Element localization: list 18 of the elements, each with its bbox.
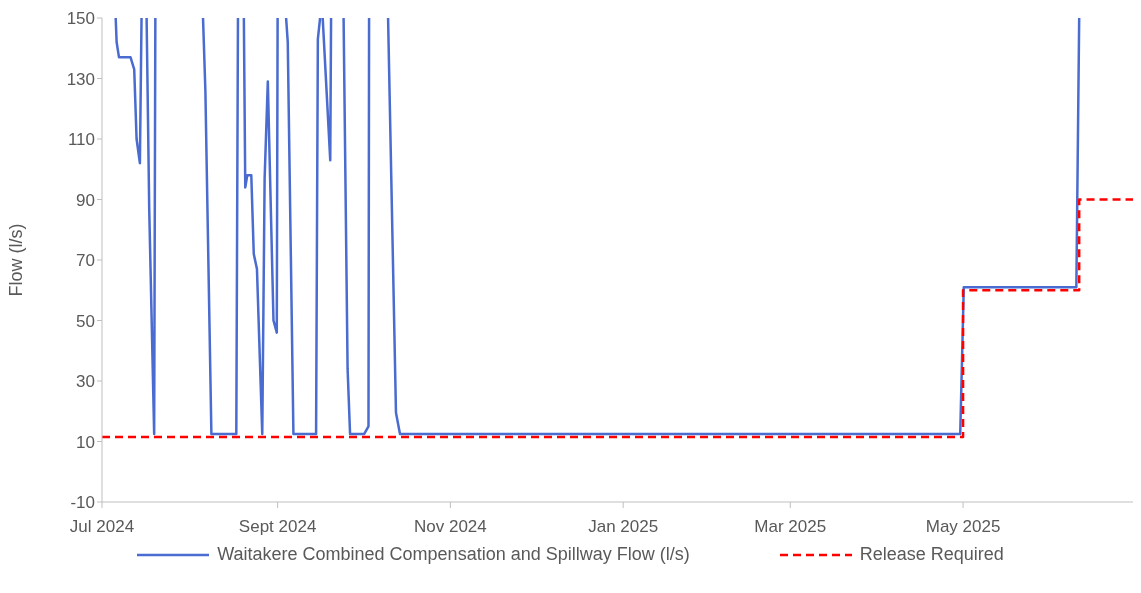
y-tick-label: 70 — [76, 251, 95, 271]
legend-label: Release Required — [859, 544, 1004, 565]
x-tick-label: Jan 2025 — [588, 517, 659, 537]
y-tick-label: 110 — [67, 130, 95, 150]
x-tick-label: Nov 2024 — [414, 517, 487, 537]
y-axis-title: Flow (l/s) — [6, 223, 27, 297]
y-tick-label: 30 — [76, 372, 95, 392]
y-tick-label: 50 — [76, 311, 95, 331]
y-tick-label: 10 — [76, 432, 95, 452]
y-tick-label: 150 — [66, 9, 95, 29]
y-tick-label: 90 — [76, 190, 95, 210]
y-tick-label: -10 — [70, 493, 95, 513]
x-tick-label: Sept 2024 — [238, 517, 317, 537]
x-tick-label: Jul 2024 — [69, 517, 135, 537]
x-tick-label: Mar 2025 — [754, 517, 827, 537]
legend-label: Waitakere Combined Compensation and Spillway Flow (l/s) — [217, 544, 690, 565]
y-tick-label: 130 — [66, 69, 95, 89]
x-tick-label: May 2025 — [925, 517, 1001, 537]
